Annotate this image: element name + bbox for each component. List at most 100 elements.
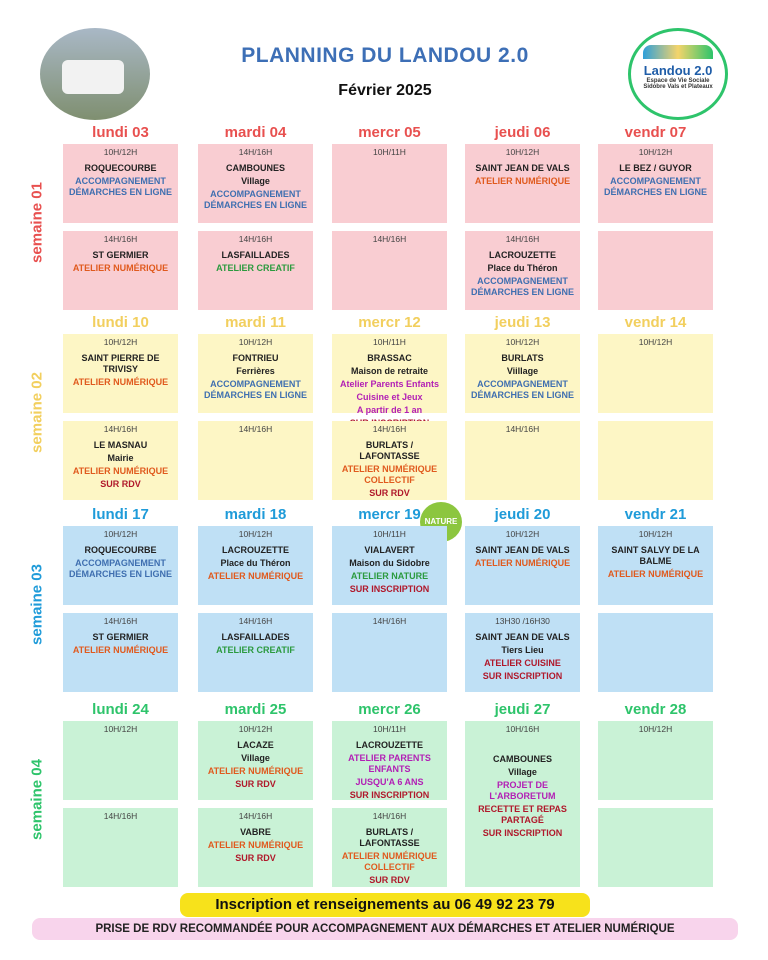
slot-line: SUR INSCRIPTION [349,584,430,594]
slot: 14H/16H LASFAILLADES ATELIER CREATIF [198,231,313,310]
slot-line: VIALAVERT [364,545,415,555]
slot-time: 14H/16H [103,424,138,434]
slot-line: ATELIER NUMÉRIQUE [207,840,304,850]
slot-time: 10H/12H [505,337,540,347]
slot-line: ACCOMPAGNEMENT DÉMARCHES EN LIGNE [470,379,574,400]
slot-line: ACCOMPAGNEMENT DÉMARCHES EN LIGNE [68,558,172,579]
slot: 14H/16H BURLATS / LAFONTASSE ATELIER NUMÉR… [332,421,447,500]
day-name: mardi 18 [224,506,287,523]
slot-line: JUSQU'A 6 ANS [355,777,424,787]
slot-line: ATELIER CREATIF [216,263,295,273]
slot: 10H/11H [332,144,447,223]
slot-line: RECETTE ET REPAS PARTAGÉ [478,804,567,825]
slot-line: LACROUZETTE [356,740,423,750]
slot: 14H/16H [332,613,447,692]
slot [598,613,713,692]
slot-line: ATELIER NUMÉRIQUE COLLECTIF [341,464,438,485]
slot-line: Place du Théron [487,263,558,273]
slot-time: 10H/12H [103,529,138,539]
slot-line: ATELIER NUMÉRIQUE [207,571,304,581]
slot-line: SAINT JEAN DE VALS [475,545,570,555]
slot-time: 10H/11H [373,529,406,539]
slot-time: 10H/12H [505,529,540,539]
slot-line: BRASSAC [367,353,412,363]
slot: 10H/12H BURLATS Viillage ACCOMPAGNEMENT DÉM… [465,334,580,413]
slot-line: ST GERMIER [92,632,149,642]
slot-time: 14H/16H [505,234,540,244]
day-name: lundi 17 [92,506,149,523]
slot-time: 10H/12H [238,724,273,734]
slot: 10H/12H SAINT JEAN DE VALS ATELIER NUMÉRIQ… [465,144,580,223]
slot-time: 14H/16H [505,424,540,434]
slot: 10H/12H ROQUECOURBE ACCOMPAGNEMENT DÉMARCH… [63,144,178,223]
slot: 14H/16H LE MASNAU Mairie ATELIER NUMÉRIQUE S… [63,421,178,500]
slot-time: 14H/16H [372,616,407,626]
slot-time: 14H/16H [238,424,273,434]
day-name: lundi 24 [92,701,149,718]
slot-line: SUR RDV [369,875,410,885]
logo-line: Sidobre Vals et Plateaux [643,84,713,90]
slot-line: SAINT JEAN DE VALS [475,163,570,173]
slot-time: 14H/16H [372,811,407,821]
slot: 10H/12H [63,721,178,800]
slot-line: Village [241,176,270,186]
slot: 10H/12H [598,721,713,800]
day-name: vendr 07 [624,124,687,141]
slot-time: 10H/12H [238,337,273,347]
slot: 14H/16H [332,231,447,310]
slot-time: 10H/11H [373,724,406,734]
day-name: mardi 25 [224,701,287,718]
slot-line: ATELIER NUMÉRIQUE [72,645,169,655]
slot-line: LASFAILLADES [221,250,290,260]
slot-line: ATELIER NUMÉRIQUE COLLECTIF [341,851,438,872]
slot-line: LE MASNAU [93,440,148,450]
slot-line: LACROUZETTE [489,250,556,260]
slot-line: A partir de 1 an [356,405,423,415]
slot-time: 14H/16H [103,811,138,821]
slot-line: Tiers Lieu [501,645,544,655]
slot: 14H/16H ST GERMIER ATELIER NUMÉRIQUE [63,613,178,692]
logo: Landou 2.0 Espace de Vie Sociale Sidobre… [628,28,728,120]
day-name: jeudi 06 [494,124,551,141]
slot-line: SUR RDV [235,853,276,863]
slot-line: Atelier Parents Enfants [339,379,440,389]
slot: 14H/16H LASFAILLADES ATELIER CREATIF [198,613,313,692]
slot: 14H/16H CAMBOUNES Village ACCOMPAGNEMENT DÉ… [198,144,313,223]
slot: 10H/12H ROQUECOURBE ACCOMPAGNEMENT DÉMARCH… [63,526,178,605]
slot-line: Village [241,753,270,763]
slot-line: ROQUECOURBE [84,545,157,555]
contact: Inscription et renseignements au 06 49 9… [180,893,590,917]
slot: 10H/12H SAINT JEAN DE VALS ATELIER NUMÉRIQ… [465,526,580,605]
slot-line: ATELIER PARENTS ENFANTS [348,753,431,774]
slot-line: Mairie [107,453,134,463]
slot-time: 10H/12H [238,529,273,539]
day-name: vendr 14 [624,314,687,331]
week-label: semaine 04 [28,759,46,840]
slot: 14H/16H LACROUZETTE Place du Théron ACCOMPA… [465,231,580,310]
week-label: semaine 01 [28,182,46,263]
logo-art [643,45,713,59]
slot-time: 10H/11H [373,147,406,157]
slot-line: SUR RDV [369,488,410,498]
slot-line: LE BEZ / GUYOR [619,163,692,173]
slot-time: 10H/12H [103,337,138,347]
slot-line: LASFAILLADES [221,632,290,642]
slot-line: ATELIER CREATIF [216,645,295,655]
slot-line: SUR INSCRIPTION [482,828,563,838]
slot-line: BURLATS / LAFONTASSE [359,440,420,461]
slot-line: ATELIER NUMÉRIQUE [474,558,571,568]
slot: 14H/16H [198,421,313,500]
van-photo [40,28,150,120]
logo-name: Landou 2.0 [643,63,713,78]
slot: 10H/16H CAMBOUNES Village PROJET DE L'ARBOR… [465,721,580,887]
day-name: jeudi 27 [494,701,551,718]
logo-line: Espace de Vie Sociale [646,78,710,84]
slot-line: ATELIER NUMÉRIQUE [474,176,571,186]
slot-line: BURLATS [501,353,544,363]
slot: 14H/16H VABRE ATELIER NUMÉRIQUE SUR RDV [198,808,313,887]
week-label: semaine 03 [28,564,46,645]
slot-line: Maison du Sidobre [349,558,430,568]
day-name: mardi 04 [224,124,287,141]
slot-line: Cuisine et Jeux [356,392,423,402]
